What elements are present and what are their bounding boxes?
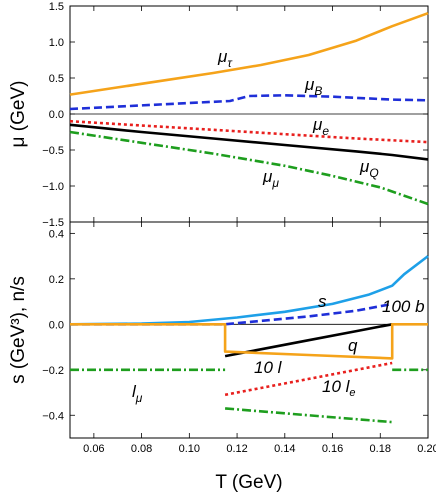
xlabel: T (GeV) <box>215 472 282 493</box>
label-mu-b: μB <box>304 75 322 98</box>
y-tick-label: −1.5 <box>42 217 64 229</box>
label-10l: 10 l <box>254 358 283 377</box>
x-tick-label: 0.08 <box>131 443 152 455</box>
label-mu-mu: μμ <box>262 167 279 190</box>
x-tick-label: 0.14 <box>274 443 295 455</box>
series-line-μQ <box>69 123 429 161</box>
label-mu-tau: μτ <box>217 47 233 70</box>
x-tick-label: 0.16 <box>322 443 343 455</box>
x-tick-label: 0.12 <box>226 443 247 455</box>
panel2-frame <box>69 221 429 439</box>
y-tick-label: 0.2 <box>49 274 64 286</box>
x-tick-label: 0.18 <box>370 443 391 455</box>
label-10le: 10 le <box>322 377 356 399</box>
series-line-100-b <box>70 302 393 326</box>
series-line-10-l <box>70 322 428 360</box>
panel1-ylabel: μ (GeV) <box>8 81 29 148</box>
label-q: q <box>348 336 358 355</box>
panel-chemical-potentials: −1.5−1.0−0.50.00.51.01.5 μτ μB μe μQ μμ … <box>8 1 429 229</box>
y-tick-label: 1.5 <box>49 1 64 13</box>
panel2-ylabel: s (GeV³), n/s <box>8 276 29 384</box>
y-tick-label: 0.5 <box>49 73 64 85</box>
series-line-lμ <box>224 407 393 424</box>
series-line-10-le <box>224 361 393 397</box>
label-100b: 100 b <box>382 297 425 316</box>
series-line-μμ <box>69 130 429 206</box>
label-s: s <box>318 292 327 311</box>
y-tick-label: 1.0 <box>49 37 64 49</box>
x-tick-label: 0.10 <box>179 443 200 455</box>
label-mu-e: μe <box>312 115 329 138</box>
x-tick-label: 0.20 <box>417 443 436 455</box>
panel-entropy-densities: −0.4 −0.2 0.0 0.2 0.4 0.06 0.08 0.10 0.12 0.14 0.1… <box>8 221 436 493</box>
series-line-s <box>69 255 429 326</box>
y-tick-label: −0.2 <box>42 365 64 377</box>
y-tick-label: −1.0 <box>42 181 64 193</box>
label-l-mu: lμ <box>132 382 143 405</box>
y-tick-label: −0.5 <box>42 145 64 157</box>
series-line-μB <box>69 94 429 111</box>
y-tick-label: −0.4 <box>42 410 64 422</box>
series-line-μτ <box>69 11 429 96</box>
y-tick-label: 0.0 <box>49 319 64 331</box>
y-tick-label: 0.0 <box>49 109 64 121</box>
x-tick-label: 0.06 <box>83 443 104 455</box>
label-mu-q: μQ <box>359 157 379 180</box>
y-tick-label: 0.4 <box>49 228 64 240</box>
